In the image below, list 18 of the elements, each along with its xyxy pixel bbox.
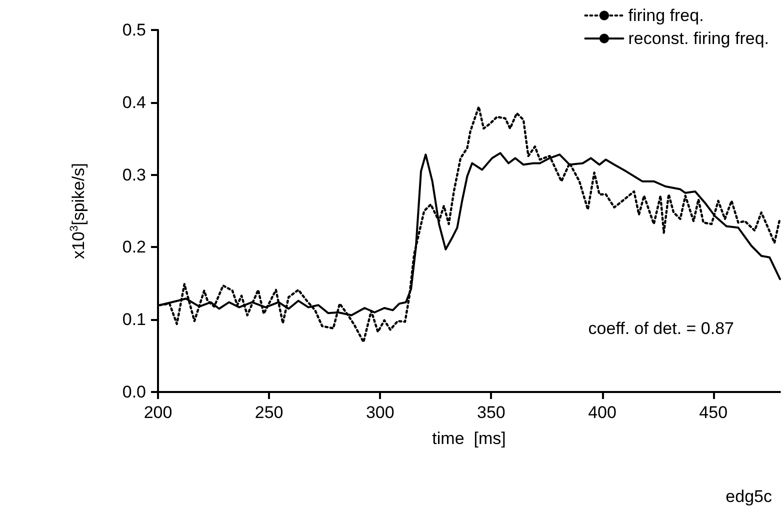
y-tick-label: 0.0: [122, 382, 146, 402]
x-tick-label: 200: [144, 403, 172, 422]
annotation: coeff. of det. = 0.87: [588, 319, 734, 338]
text: edg5c: [726, 487, 772, 506]
legend-label: firing freq.: [628, 6, 704, 25]
x-tick-label: 250: [254, 403, 284, 422]
y-tick-label: 0.5: [122, 20, 146, 40]
y-tick-label: 0.4: [122, 92, 146, 112]
y-tick-label: 0.2: [122, 238, 146, 257]
y-tick-label: 0.3: [122, 165, 146, 184]
x-tick-label: 350: [477, 403, 506, 422]
x-tick-label: 450: [699, 403, 728, 422]
legend-label: reconst. firing freq.: [628, 29, 769, 48]
x-tick-label: 300: [366, 403, 394, 422]
y-axis-title: x103[spike/s]: [68, 163, 88, 259]
x-tick-label: 400: [588, 403, 616, 422]
x-axis-title: time [ms]: [432, 429, 506, 448]
y-tick-label: 0.1: [122, 310, 146, 330]
